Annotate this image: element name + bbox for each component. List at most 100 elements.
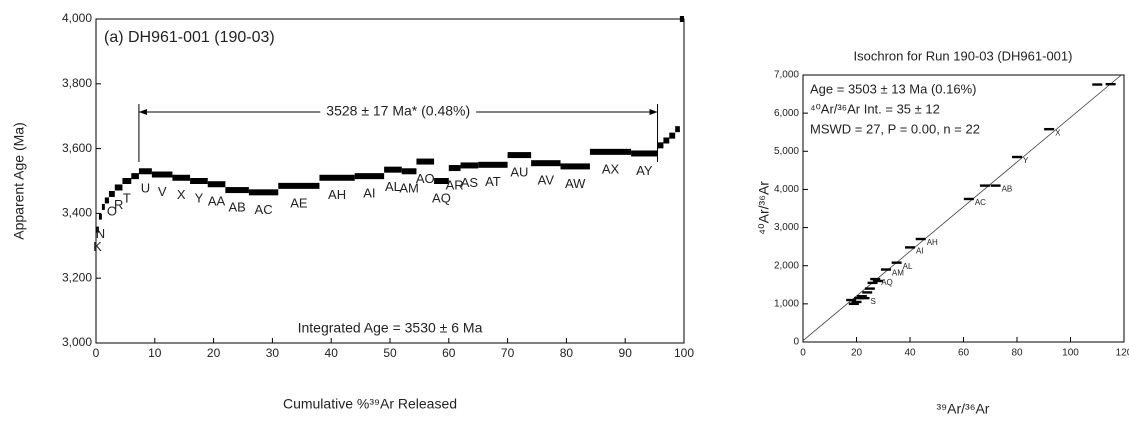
step-bar — [98, 213, 102, 220]
step-label: X — [177, 187, 186, 202]
step-label: O — [107, 203, 117, 218]
annotation: Age = 3503 ± 13 Ma (0.16%) — [810, 81, 977, 96]
x-tick-label: 80 — [1011, 348, 1023, 359]
y-tick-label: 5,000 — [774, 146, 799, 157]
x-tick-label: 20 — [207, 346, 221, 360]
plateau-label-bg — [320, 100, 477, 121]
y-axis-label: ⁴⁰Ar/³⁶Ar — [756, 181, 772, 235]
y-tick-label: 4,000 — [62, 11, 92, 25]
data-point — [872, 279, 883, 283]
step-bar — [96, 226, 99, 233]
annotation: Integrated Age = 3530 ± 6 Ma — [298, 320, 483, 336]
arrowhead — [649, 109, 658, 115]
x-axis-label: ³⁹Ar/³⁶Ar — [937, 401, 990, 417]
x-tick-label: 10 — [148, 346, 162, 360]
x-tick-label: 100 — [1062, 348, 1079, 359]
point-label: AM — [892, 269, 904, 278]
data-point — [862, 291, 873, 294]
step-label: Y — [195, 190, 204, 205]
x-tick-label: 60 — [442, 346, 456, 360]
step-bar — [675, 126, 680, 133]
data-point — [848, 302, 859, 306]
data-point — [851, 300, 862, 304]
plot-area — [803, 75, 1122, 341]
x-tick-label: 0 — [93, 346, 100, 360]
step-label: AS — [461, 175, 479, 190]
step-bar — [114, 184, 123, 191]
data-point — [963, 197, 974, 201]
x-tick-label: 20 — [851, 348, 863, 359]
x-tick-label: 40 — [904, 348, 916, 359]
point-label: Y — [1023, 156, 1029, 165]
plateau-label: 3528 ± 17 Ma* (0.48%) — [326, 103, 470, 119]
step-label: AL — [385, 179, 401, 194]
x-tick-label: 60 — [958, 348, 970, 359]
x-tick-label: 40 — [325, 346, 339, 360]
step-label: AB — [228, 200, 245, 215]
step-bar — [460, 162, 479, 169]
step-bar — [190, 178, 208, 184]
x-tick-label: 90 — [619, 346, 633, 360]
data-point — [1105, 82, 1116, 86]
point-label: AC — [975, 198, 986, 207]
y-tick-label: 3,400 — [62, 206, 92, 220]
step-bar — [448, 165, 461, 172]
y-tick-label: 3,000 — [774, 222, 799, 233]
annotation: MSWD = 27, P = 0.00, n = 22 — [810, 121, 980, 136]
x-tick-label: 100 — [674, 346, 694, 360]
point-label: AL — [903, 262, 913, 271]
step-bar — [401, 168, 417, 175]
data-point — [1044, 127, 1055, 131]
step-label: AR — [446, 177, 464, 192]
step-label: AY — [636, 163, 653, 178]
fit-line — [803, 75, 1122, 341]
annotation: (a) DH961-001 (190-03) — [104, 29, 275, 46]
step-bar — [631, 150, 658, 157]
data-point — [856, 295, 867, 298]
step-bar — [319, 174, 355, 181]
step-bar — [657, 142, 664, 149]
step-label: AX — [602, 161, 620, 176]
data-point — [880, 268, 891, 271]
step-bar — [207, 181, 226, 188]
step-bar — [101, 203, 105, 210]
step-bar — [104, 197, 109, 204]
step-label: AI — [363, 186, 375, 201]
step-bar — [663, 137, 670, 144]
y-tick-label: 3,200 — [62, 270, 92, 284]
point-label: AQ — [881, 278, 893, 287]
step-bar — [531, 160, 561, 167]
step-label: AQ — [432, 190, 451, 205]
step-bar — [354, 173, 385, 180]
chart-title: Isochron for Run 190-03 (DH961-001) — [854, 48, 1073, 63]
data-point — [864, 287, 875, 290]
data-point — [1012, 155, 1022, 159]
data-point — [905, 246, 915, 249]
step-label: V — [158, 184, 167, 199]
step-bar — [589, 148, 632, 155]
y-tick-label: 0 — [793, 337, 799, 348]
step-bar — [138, 168, 152, 175]
data-point — [859, 296, 870, 300]
point-label: AI — [916, 247, 924, 256]
x-tick-label: 0 — [800, 348, 806, 359]
x-tick-label: 120 — [1116, 348, 1129, 359]
data-point — [891, 261, 902, 264]
point-label: S — [871, 297, 876, 306]
y-axis-label: Apparent Age (Ma) — [11, 122, 27, 240]
step-label: R — [114, 197, 123, 212]
point-label: X — [1055, 128, 1061, 137]
y-tick-label: 7,000 — [774, 70, 799, 81]
step-bar — [248, 189, 279, 196]
data-point — [915, 237, 926, 241]
y-tick-label: 3,600 — [62, 141, 92, 155]
data-point — [870, 277, 881, 281]
step-bar — [278, 182, 320, 189]
data-point — [846, 298, 857, 302]
step-label: AU — [510, 165, 528, 180]
step-bar — [669, 132, 676, 139]
step-label: AV — [538, 173, 555, 188]
step-bar — [478, 161, 508, 168]
step-bar — [434, 178, 449, 184]
